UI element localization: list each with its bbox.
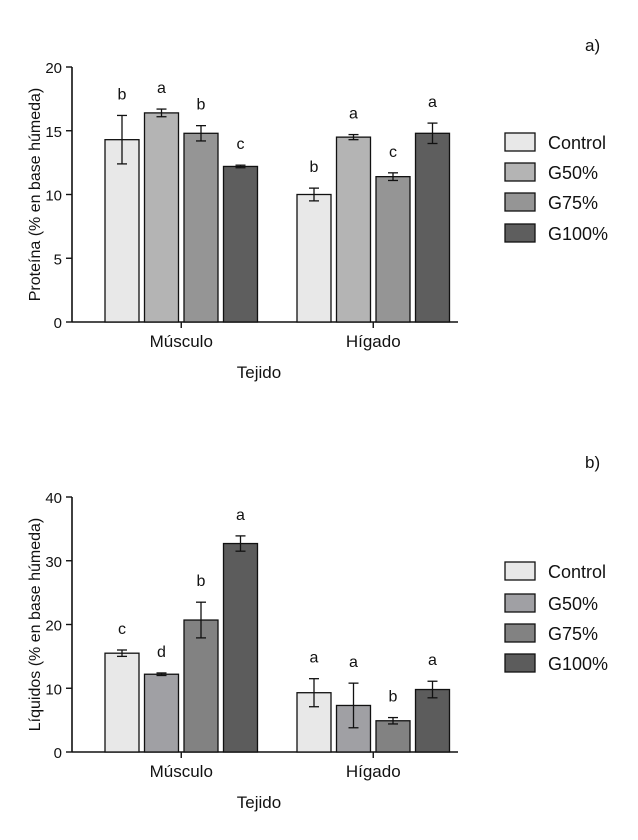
y-tick-label-b-0: 0	[54, 745, 62, 762]
legend-swatch-a-3	[504, 223, 536, 243]
significance-letter-a-1-0: a	[157, 80, 166, 97]
legend-label-b-2: G75%	[548, 624, 598, 644]
y-tick-label-a-2: 10	[45, 188, 62, 205]
significance-letter-a-1-1: a	[349, 106, 358, 123]
x-axis-title-a: Tejido	[237, 363, 281, 382]
bar-a-g75pct-1	[375, 175, 411, 323]
legend-swatch-a-0	[504, 132, 536, 152]
bar-b-g50pct-0	[143, 673, 180, 753]
bar-b-g75pct-1	[375, 720, 411, 753]
significance-letter-b-1-1: a	[349, 654, 358, 671]
chart-b: 0 10 20 30 40 Músculo Hígado Tejido Líquidos (% …	[27, 490, 608, 812]
x-category-label-a-0: Músculo	[150, 332, 213, 351]
significance-letter-b-1-0: d	[157, 644, 166, 661]
legend-swatch-b-3	[504, 653, 536, 673]
y-tick-label-b-3: 30	[45, 554, 62, 571]
panel-a-label: a)	[585, 36, 601, 55]
bar-a-g50pct-1	[335, 136, 372, 323]
x-category-label-b-0: Músculo	[150, 762, 213, 781]
bar-a-g100pct-0	[222, 165, 259, 323]
y-tick-label-b-2: 20	[45, 618, 62, 635]
bar-b-g100pct-0	[222, 542, 259, 753]
bar-a-g75pct-0	[183, 132, 219, 323]
bar-a-control-1	[296, 193, 332, 323]
legend-label-a-1: G50%	[548, 163, 598, 183]
bar-b-control-0	[104, 652, 140, 753]
y-axis-title-a: Proteína (% en base húmeda)	[27, 88, 44, 301]
significance-letter-b-2-0: b	[197, 573, 206, 590]
legend-swatch-b-0	[504, 561, 536, 581]
y-tick-label-a-1: 5	[54, 251, 62, 268]
significance-letter-b-3-0: a	[236, 507, 245, 524]
y-tick-label-a-0: 0	[54, 315, 62, 332]
bar-b-g100pct-1	[414, 688, 451, 753]
significance-letter-a-2-1: c	[389, 144, 397, 161]
y-tick-label-a-4: 20	[45, 60, 62, 77]
y-tick-label-b-4: 40	[45, 490, 62, 507]
significance-letter-a-3-1: a	[428, 94, 437, 111]
y-tick-label-b-1: 10	[45, 681, 62, 698]
x-category-label-b-1: Hígado	[346, 762, 401, 781]
bar-a-g50pct-0	[143, 112, 180, 323]
significance-letter-a-0-1: b	[310, 159, 319, 176]
legend-swatch-b-2	[504, 623, 536, 643]
significance-letter-a-2-0: b	[197, 97, 206, 114]
y-tick-label-a-3: 15	[45, 124, 62, 141]
legend-swatch-a-2	[504, 192, 536, 212]
x-axis-title-b: Tejido	[237, 793, 281, 812]
legend-swatch-a-1	[504, 162, 536, 182]
legend-label-a-2: G75%	[548, 193, 598, 213]
significance-letter-a-3-0: c	[237, 136, 245, 153]
legend-label-b-1: G50%	[548, 594, 598, 614]
y-axis-title-b: Líquidos (% en base húmeda)	[27, 518, 44, 731]
legend-label-a-0: Control	[548, 133, 606, 153]
legend-swatch-b-1	[504, 593, 536, 613]
bar-b-g75pct-0	[183, 619, 219, 753]
significance-letter-b-3-1: a	[428, 652, 437, 669]
significance-letter-b-0-1: a	[310, 650, 319, 667]
significance-letter-b-0-0: c	[118, 621, 126, 638]
legend-label-a-3: G100%	[548, 224, 608, 244]
significance-letter-a-0-0: b	[118, 86, 127, 103]
chart-a: 0 5 10 15 20 Músculo Hígado Tejido Proteína (% e…	[27, 60, 608, 382]
bar-a-g100pct-1	[414, 132, 451, 323]
legend-label-b-0: Control	[548, 562, 606, 582]
x-category-label-a-1: Hígado	[346, 332, 401, 351]
legend-label-b-3: G100%	[548, 654, 608, 674]
panel-b-label: b)	[585, 453, 601, 472]
bar-a-control-0	[104, 139, 140, 323]
significance-letter-b-2-1: b	[389, 689, 398, 706]
